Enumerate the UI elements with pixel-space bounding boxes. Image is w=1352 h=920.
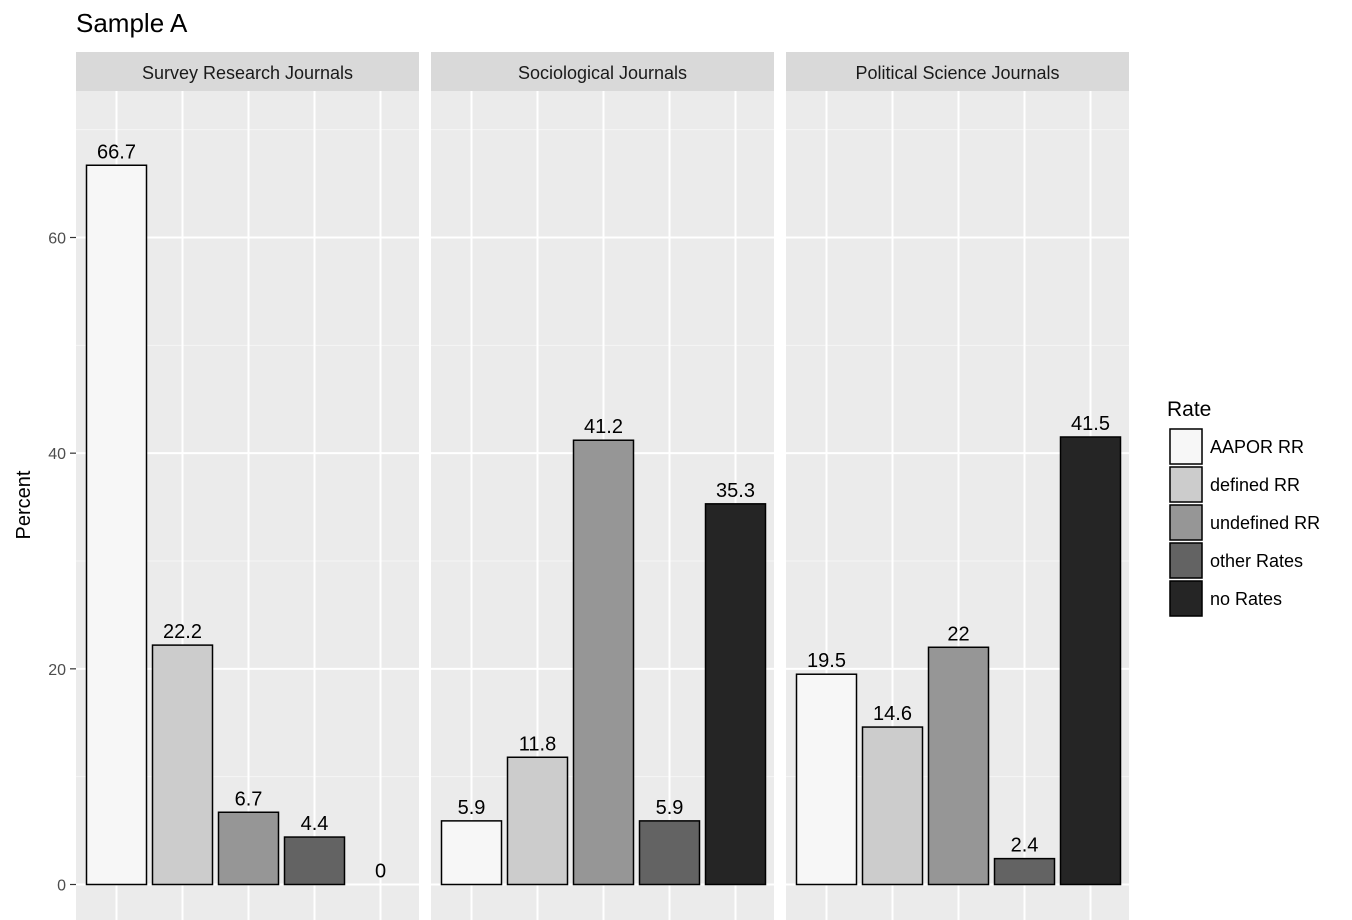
bar-value-label: 5.9: [656, 797, 684, 819]
y-tick-label: 60: [48, 231, 66, 248]
bar-value-label: 6.7: [235, 788, 263, 810]
bar: [151, 644, 214, 886]
y-axis: 0 20 40 60: [48, 231, 76, 895]
legend-key: [1169, 542, 1203, 579]
facet-strip-label: Sociological Journals: [518, 63, 687, 83]
bar-value-label: 22.2: [163, 621, 202, 643]
bar: [927, 646, 990, 886]
facet-strip: [786, 52, 1129, 91]
facet-strip-label: Political Science Journals: [855, 63, 1059, 83]
panels: Survey Research Journals66.722.26.74.40S…: [76, 52, 1129, 920]
bar: [506, 756, 569, 886]
bar-value-label: 2.4: [1011, 835, 1039, 857]
bar-value-label: 41.5: [1071, 413, 1110, 435]
legend-key: [1169, 428, 1203, 465]
bar: [861, 726, 924, 886]
bar-value-label: 14.6: [873, 703, 912, 725]
bar: [1059, 436, 1122, 886]
legend: Rate AAPOR RR defined RR undefined RR other…: [1167, 398, 1320, 617]
bar-value-label: 19.5: [807, 650, 846, 672]
bar: [85, 164, 148, 886]
bar-value-label: 22: [947, 623, 969, 645]
legend-label: no Rates: [1210, 589, 1282, 609]
y-axis-title: Percent: [13, 470, 35, 539]
bar-value-label: 4.4: [301, 813, 329, 835]
legend-label: undefined RR: [1210, 513, 1320, 533]
bar-value-label: 66.7: [97, 141, 136, 163]
bar: [704, 503, 767, 886]
bar: [638, 820, 701, 886]
legend-key: [1169, 466, 1203, 503]
bar: [283, 836, 346, 886]
bar: [993, 857, 1056, 886]
facet-panel: Political Science Journals 19.5 14.6 22 2.4 4…: [786, 52, 1129, 920]
bar-value-label: 11.8: [519, 733, 556, 755]
facet-strip-label: Survey Research Journals: [142, 63, 353, 83]
bar: [795, 673, 858, 886]
legend-key: [1169, 504, 1203, 541]
bar-value-label: 5.9: [458, 797, 486, 819]
legend-label: AAPOR RR: [1210, 437, 1304, 457]
facet-strip: [76, 52, 419, 91]
legend-label: other Rates: [1210, 551, 1303, 571]
y-tick-label: 40: [48, 446, 66, 463]
y-tick-label: 0: [57, 878, 66, 895]
bar: [440, 820, 503, 886]
legend-key: [1169, 580, 1203, 617]
legend-title: Rate: [1167, 398, 1211, 421]
bar-value-label: 0: [375, 861, 386, 883]
bar: [572, 439, 635, 886]
chart-title: Sample A: [76, 8, 188, 38]
bar: [217, 811, 280, 886]
facet-panel: Survey Research Journals 66.7 22.2 6.7 4.4 0: [76, 52, 419, 920]
legend-label: defined RR: [1210, 475, 1300, 495]
facet-panel: Sociological Journals 5.9 11.8 41.2 5.9 35.3: [431, 52, 774, 920]
facet-strip: [431, 52, 774, 91]
bar-value-label: 41.2: [584, 416, 623, 438]
y-tick-label: 20: [48, 662, 66, 679]
bar-value-label: 35.3: [716, 480, 755, 502]
